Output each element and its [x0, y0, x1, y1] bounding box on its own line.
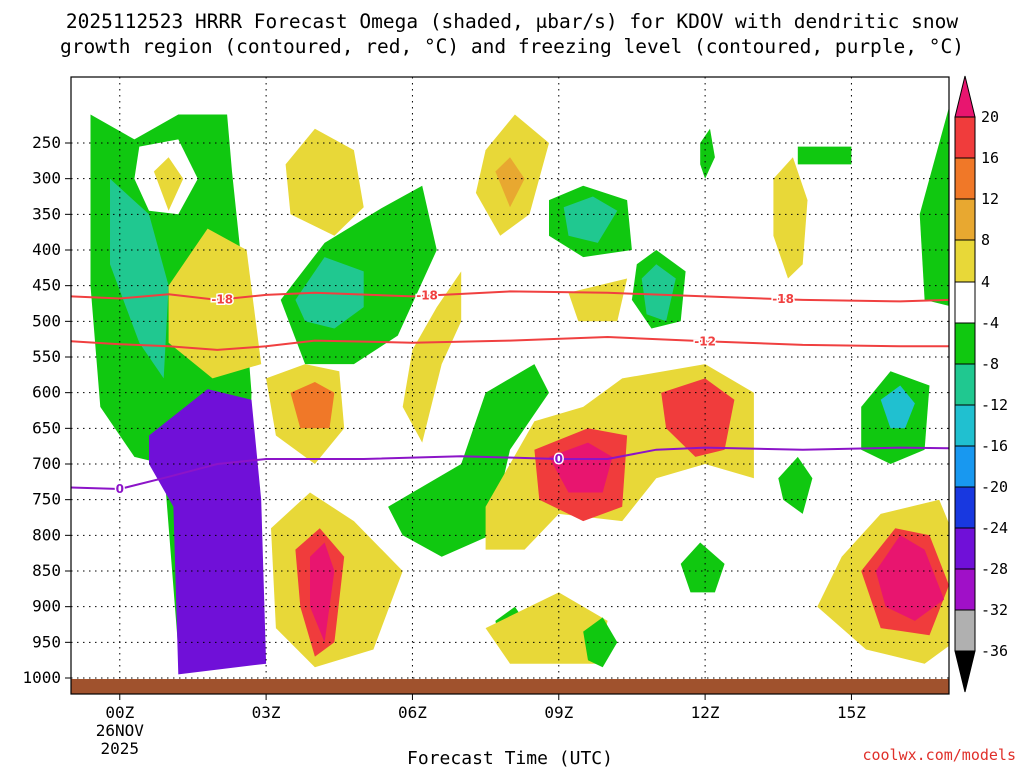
colorbar: 20 16 12 8 4 -4 -8 -12 -16 -20 -24 -28 -32 -36 [954, 75, 1008, 693]
colorbar-label--20: -20 [981, 478, 1008, 496]
colorbar-label-12: 12 [981, 190, 999, 208]
omega-region-green-0700z-low [388, 364, 549, 557]
contour-freezing-level [71, 446, 949, 491]
omega-region-red-1200z-low [661, 378, 735, 457]
colorbar-box-12 [954, 198, 976, 241]
colorbar-label--24: -24 [981, 519, 1008, 537]
y-tick-label-800: 800 [32, 525, 61, 544]
colorbar-label--32: -32 [981, 601, 1008, 619]
y-tick-label-600: 600 [32, 383, 61, 402]
colorbar-label-16: 16 [981, 149, 999, 167]
x-tick-label-00Z: 00Z [105, 703, 134, 722]
y-tick-label-700: 700 [32, 454, 61, 473]
ground-surface-strip [71, 679, 949, 694]
y-tick-label-850: 850 [32, 561, 61, 580]
omega-region-teal-1100z [641, 264, 676, 322]
colorbar-box--32 [954, 609, 976, 652]
contour-dendritic-minus18 [71, 290, 949, 303]
omega-region-magenta-bottom-0400z [310, 542, 335, 643]
omega-region-teal-0900z [563, 196, 618, 243]
colorbar-label--8: -8 [981, 355, 999, 373]
contour-label-freezing-level: 0 [555, 452, 563, 466]
colorbar-box--8 [954, 363, 976, 406]
x-tick-label-03Z: 03Z [252, 703, 281, 722]
x-tick-label-12Z: 12Z [691, 703, 720, 722]
chart-title-line-1: 2025112523 HRRR Forecast Omega (shaded, … [66, 10, 958, 33]
colorbar-box--16 [954, 445, 976, 488]
y-axis: 250 300 350 400 450 500 550 600 650 700 750 800 850 9… [22, 133, 71, 687]
y-tick-label-650: 650 [32, 418, 61, 437]
omega-region-purple-ring-0200z [149, 389, 267, 675]
contour-label-freezing-level: 0 [116, 482, 124, 496]
omega-shading-layer [90, 107, 949, 675]
gridlines [71, 77, 949, 679]
omega-region-yellow-1000z-mid [568, 278, 628, 322]
y-tick-label-300: 300 [32, 169, 61, 188]
y-tick-label-500: 500 [32, 311, 61, 330]
omega-region-yellow-0900z-bottom [485, 592, 608, 664]
omega-region-yellow-top-0330z [285, 128, 364, 236]
omega-region-green-right-edge [919, 107, 949, 306]
omega-region-green-1400z-patch [797, 146, 852, 165]
omega-region-blue-1600z-mid [880, 385, 915, 429]
colorbar-bottom-triangle [954, 650, 976, 693]
x-axis-label: Forecast Time (UTC) [407, 748, 613, 768]
colorbar-label--12: -12 [981, 396, 1008, 414]
y-tick-label-750: 750 [32, 490, 61, 509]
omega-region-yellow-1300z [773, 157, 808, 279]
omega-region-teal-left-column [110, 178, 169, 379]
contour-label-dendritic-minus12: -12 [694, 334, 716, 348]
x-tick-label-09Z: 09Z [544, 703, 573, 722]
y-tick-label-1000: 1000 [22, 668, 61, 687]
y-tick-label-950: 950 [32, 632, 61, 651]
colorbar-label--16: -16 [981, 437, 1008, 455]
colorbar-box-4 [954, 281, 976, 324]
y-tick-label-400: 400 [32, 240, 61, 259]
omega-region-orange-0800z-top [495, 157, 525, 208]
colorbar-label--4: -4 [981, 314, 999, 332]
colorbar-label--36: -36 [981, 642, 1008, 660]
colorbar-label-20: 20 [981, 108, 999, 126]
omega-region-magenta-1600z-low [875, 535, 945, 621]
y-tick-label-350: 350 [32, 204, 61, 223]
y-tick-label-450: 450 [32, 276, 61, 295]
plot-frame [70, 76, 950, 695]
colorbar-label-8: 8 [981, 231, 990, 249]
colorbar-box--24 [954, 527, 976, 570]
colorbar-box--12 [954, 404, 976, 447]
colorbar-label--28: -28 [981, 560, 1008, 578]
colorbar-label-4: 4 [981, 273, 990, 291]
colorbar-box-16 [954, 157, 976, 200]
contour-label-dendritic-minus18: -18 [772, 292, 794, 306]
omega-region-yellow-ring-0330z [168, 228, 262, 379]
colorbar-box--4 [954, 322, 976, 365]
y-tick-label-250: 250 [32, 133, 61, 152]
colorbar-box--20 [954, 486, 976, 529]
contour-label-dendritic-minus18: -18 [416, 289, 438, 303]
colorbar-box-8 [954, 239, 976, 283]
colorbar-top-triangle [954, 75, 976, 118]
colorbar-box--28 [954, 568, 976, 611]
y-tick-label-900: 900 [32, 597, 61, 616]
contour-dendritic-minus12 [71, 335, 949, 351]
contour-layer: -18 -18 -18 -12 0 0 [71, 287, 949, 497]
x-tick-year: 2025 [101, 739, 140, 758]
credit-link[interactable]: coolwx.com/models [862, 746, 1016, 764]
y-tick-label-550: 550 [32, 347, 61, 366]
omega-region-green-1200z-sliver [700, 128, 715, 179]
omega-region-green-1200z-low [680, 542, 725, 593]
x-tick-date: 26NOV [96, 721, 145, 740]
colorbar-box-20 [954, 116, 976, 159]
x-tick-label-06Z: 06Z [398, 703, 427, 722]
omega-region-yellow-top-left [153, 157, 184, 211]
chart-title-line-2: growth region (contoured, red, °C) and f… [60, 35, 964, 58]
contour-label-dendritic-minus18: -18 [211, 292, 233, 306]
x-tick-label-15Z: 15Z [837, 703, 866, 722]
omega-region-magenta-1000z-low [549, 442, 613, 493]
omega-region-orange-low-0400z [290, 382, 335, 429]
